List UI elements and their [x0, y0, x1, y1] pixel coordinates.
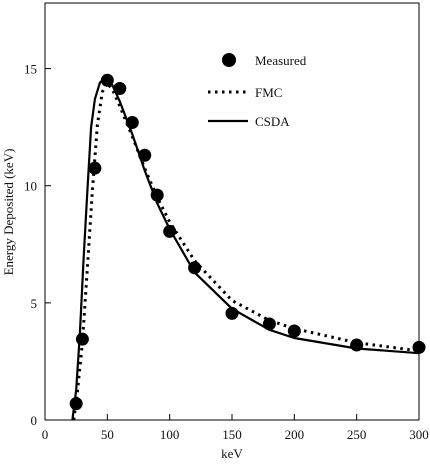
y-axis-label: Energy Deposited (keV) [1, 149, 16, 276]
series-layer [69, 73, 426, 421]
axes-layer: 0 50 100 150 200 250 300 0 5 10 15 [24, 62, 429, 442]
x-axis-label: keV [221, 446, 243, 461]
legend-label-fmc: FMC [255, 85, 282, 100]
y-tick-label: 0 [31, 413, 38, 428]
csda-line [71, 77, 420, 421]
legend: Measured FMC CSDA [208, 53, 307, 129]
y-tick-label: 10 [24, 179, 37, 194]
x-tick-label: 200 [285, 427, 305, 442]
y-tick-label: 15 [24, 62, 37, 77]
legend-label-csda: CSDA [255, 114, 290, 129]
legend-marker-measured [222, 53, 236, 67]
y-tick-label: 5 [31, 296, 38, 311]
legend-label-measured: Measured [255, 53, 307, 68]
measured-point [188, 261, 202, 275]
x-tick-label: 300 [409, 427, 429, 442]
x-tick-label: 50 [101, 427, 114, 442]
x-tick-label: 100 [160, 427, 180, 442]
x-tick-label: 150 [222, 427, 242, 442]
measured-point [69, 397, 83, 411]
x-tick-label: 0 [42, 427, 49, 442]
fmc-line [72, 81, 420, 421]
x-tick-label: 250 [347, 427, 367, 442]
